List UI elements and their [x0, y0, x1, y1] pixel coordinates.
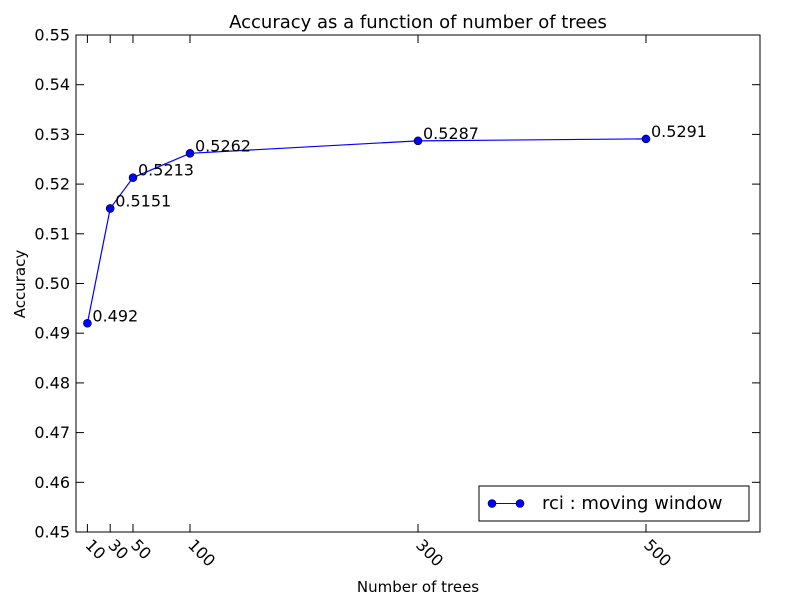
y-tick-label: 0.45 [34, 523, 70, 542]
y-tick-label: 0.55 [34, 26, 70, 45]
data-point-label: 0.5213 [138, 161, 194, 180]
y-tick-label: 0.49 [34, 324, 70, 343]
legend-marker [515, 499, 525, 508]
series-layer [83, 134, 651, 328]
data-point-label: 0.5262 [195, 136, 251, 155]
y-axis-label: Accuracy [11, 250, 29, 319]
data-point [105, 204, 115, 213]
data-point [413, 136, 423, 146]
legend-label: rci : moving window [542, 493, 722, 514]
chart-title: Accuracy as a function of number of tree… [229, 12, 607, 33]
y-tick-label: 0.48 [34, 373, 70, 392]
data-point [185, 148, 195, 158]
data-point [641, 134, 651, 144]
data-point-label: 0.5287 [423, 124, 479, 143]
y-tick-label: 0.52 [34, 175, 70, 194]
data-point-label: 0.492 [92, 306, 138, 325]
y-tick-label: 0.47 [34, 423, 70, 442]
plot-frame [75, 34, 761, 533]
data-point [128, 173, 138, 182]
y-tick-label: 0.50 [34, 274, 70, 293]
data-point-label: 0.5151 [115, 191, 171, 210]
y-tick-label: 0.51 [34, 224, 70, 243]
data-point [83, 318, 92, 328]
y-tick-label: 0.53 [34, 125, 70, 144]
legend-marker [487, 499, 497, 508]
y-tick-label: 0.46 [34, 473, 70, 492]
y-tick-label: 0.54 [34, 75, 70, 94]
series-line [86, 138, 647, 324]
data-point-label: 0.5291 [651, 122, 707, 141]
legend: rci : moving window [478, 485, 750, 522]
x-axis-label: Number of trees [357, 578, 479, 596]
